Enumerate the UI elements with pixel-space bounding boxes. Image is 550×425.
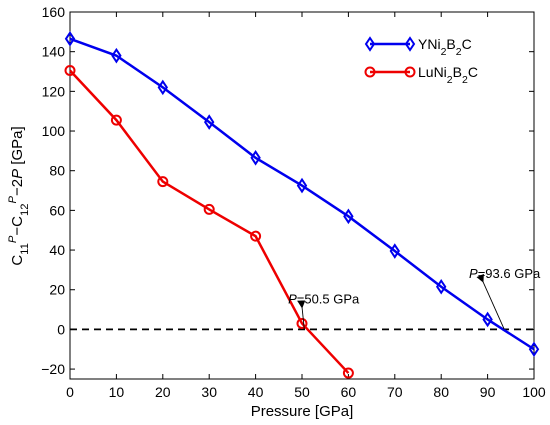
- annotation-label-0: P=50.5 GPa: [288, 292, 360, 307]
- y-axis-label: C11P−C12P−2P [GPa]: [7, 126, 31, 265]
- x-tick-label: 100: [522, 384, 546, 400]
- annotation-label-1: P=93.6 GPa: [469, 266, 541, 281]
- y-tick-label: −20: [41, 361, 65, 377]
- plot-area: [69, 11, 535, 380]
- x-tick-label: 40: [248, 384, 264, 400]
- y-tick-label: 120: [42, 83, 66, 99]
- data-point-diamond: [157, 79, 169, 96]
- annotation-layer: P=50.5 GPa P=93.6 GPa: [288, 266, 541, 330]
- series-line-1: [69, 69, 350, 374]
- y-tick-label: 40: [49, 242, 65, 258]
- data-point-diamond: [296, 177, 308, 194]
- x-tick-label: 20: [155, 384, 171, 400]
- data-point-diamond: [250, 150, 261, 166]
- series-layer: [64, 30, 540, 379]
- x-tick-label: 10: [109, 384, 125, 400]
- x-tick-label: 80: [433, 384, 449, 400]
- data-point-diamond: [528, 341, 540, 358]
- data-point-diamond: [482, 311, 493, 328]
- data-point-circle: [342, 367, 354, 379]
- legend-marker: [364, 36, 376, 52]
- legend: YNi2B2C LuNi2B2C: [364, 36, 478, 86]
- x-tick-label: 50: [294, 384, 310, 400]
- y-tick-label: 140: [42, 44, 66, 60]
- y-tick-label: 80: [49, 163, 65, 179]
- x-axis-label: Pressure [GPa]: [251, 403, 354, 420]
- x-tick-label: 0: [66, 384, 74, 400]
- data-point-diamond: [343, 208, 354, 225]
- y-tick-label: 100: [42, 123, 66, 139]
- x-tick-label: 70: [387, 384, 403, 400]
- data-point-circle: [296, 317, 308, 329]
- legend-marker: [364, 66, 376, 78]
- data-point-circle: [250, 230, 262, 242]
- annotation-arrow-1: [476, 273, 505, 330]
- data-point-diamond: [111, 47, 122, 64]
- data-point-diamond: [389, 243, 401, 259]
- y-tick-label: 0: [57, 321, 65, 337]
- legend-label-0: YNi2B2C: [418, 36, 472, 58]
- data-point-circle: [203, 203, 215, 215]
- data-point-circle: [157, 176, 169, 188]
- data-point-circle: [64, 65, 76, 77]
- annotation-arrow-0: [297, 300, 306, 330]
- data-point-diamond: [203, 114, 215, 130]
- x-tick-label: 30: [201, 384, 217, 400]
- legend-marker: [404, 36, 416, 52]
- legend-marker: [404, 66, 416, 78]
- y-tick-label: 160: [42, 4, 66, 20]
- x-tick-label: 90: [480, 384, 496, 400]
- ticks-layer: 0 10 20 30 40 50 60 70 80 90 100−20020406080100120…: [41, 4, 546, 400]
- y-tick-label: 20: [49, 282, 65, 298]
- x-tick-label: 60: [341, 384, 357, 400]
- data-point-diamond: [64, 30, 76, 47]
- series-line-0: [69, 37, 535, 351]
- data-point-circle: [110, 114, 122, 126]
- y-tick-label: 60: [49, 202, 65, 218]
- data-point-diamond: [435, 278, 447, 295]
- legend-label-1: LuNi2B2C: [418, 64, 478, 86]
